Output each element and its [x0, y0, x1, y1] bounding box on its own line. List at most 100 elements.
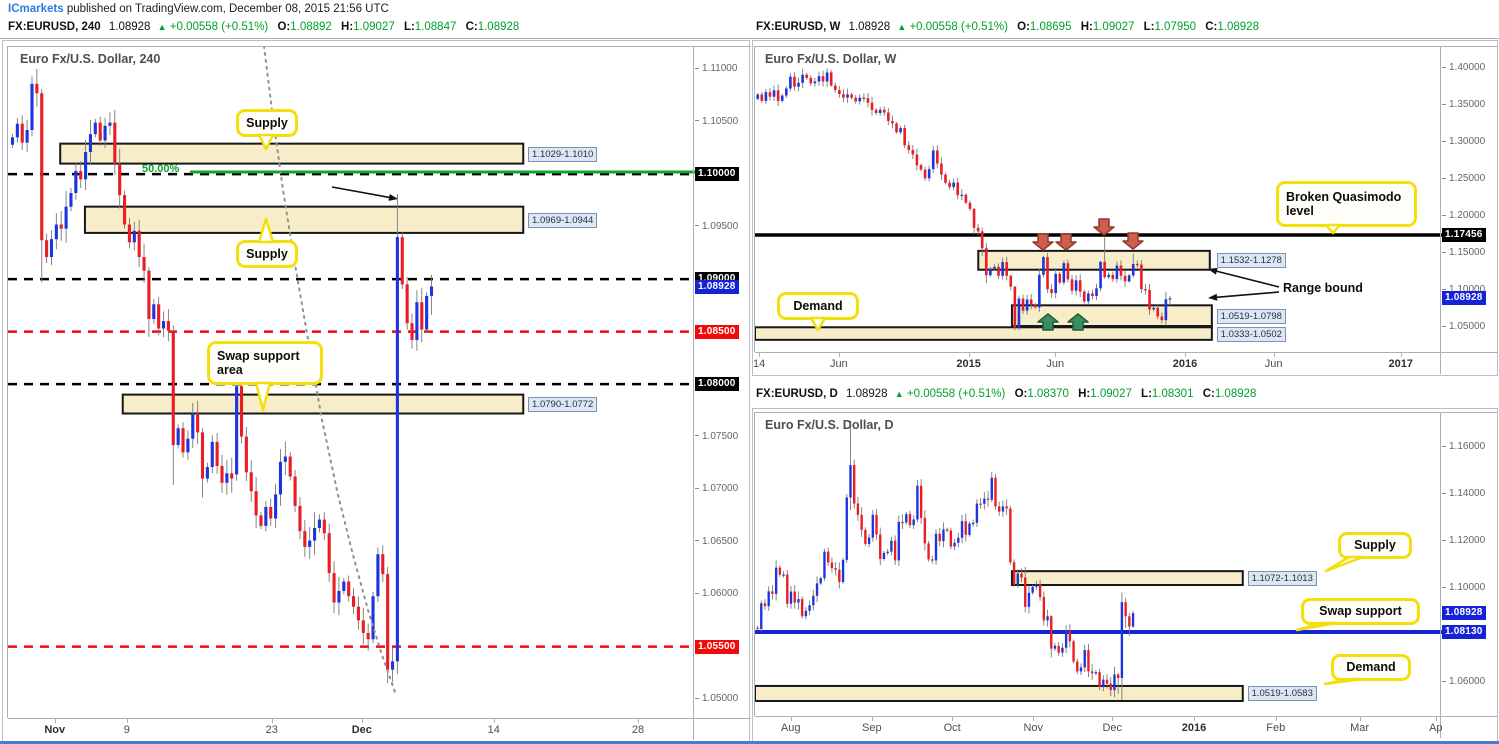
daily-low: 1.08301 — [1151, 388, 1194, 400]
h4-plot[interactable] — [8, 46, 695, 718]
time-tick-mark — [1112, 717, 1114, 721]
pointer-arrow-head — [388, 193, 398, 201]
d-time-axis[interactable] — [755, 717, 1442, 739]
candle — [875, 508, 878, 540]
candle-body — [215, 441, 219, 466]
candle — [147, 267, 151, 337]
w-time-axis[interactable] — [755, 353, 1442, 375]
candle — [908, 510, 912, 529]
candle-body — [25, 130, 29, 143]
candle-body — [834, 568, 837, 570]
callout-bubble[interactable]: Demand — [1331, 654, 1411, 681]
candle-body — [1005, 506, 1008, 509]
candle — [829, 69, 833, 87]
candle-body — [901, 521, 904, 524]
candle-body — [945, 529, 949, 531]
callout-bubble[interactable]: Swap support — [1301, 598, 1420, 625]
candle-body — [871, 514, 874, 538]
time-tick-label: Ap — [1429, 722, 1443, 734]
candle-body — [1087, 650, 1090, 672]
candle-body — [953, 542, 956, 547]
candle-body — [771, 591, 774, 594]
candle-body — [890, 540, 893, 552]
price-tick: 1.05000 — [1442, 321, 1485, 333]
candle-body — [994, 477, 997, 507]
d-price-scale[interactable] — [1441, 412, 1499, 716]
callout-bubble[interactable]: Supply — [1338, 532, 1412, 559]
candle — [800, 596, 804, 619]
candle-body — [1016, 573, 1019, 585]
up-triangle-icon: ▲ — [897, 22, 907, 32]
candle-body — [1054, 273, 1057, 294]
candle — [756, 93, 760, 101]
candle — [118, 148, 122, 209]
daily-ohlc-header: FX:EURUSD, D 1.08928 ▲ +0.00558 (+0.51%)… — [756, 388, 1256, 400]
time-tick-label: 14 — [752, 358, 766, 370]
candle-body — [274, 494, 278, 519]
candle — [322, 512, 326, 540]
candle-body — [879, 534, 882, 559]
candle-body — [283, 456, 287, 462]
candle-body — [1057, 645, 1060, 653]
candle — [191, 403, 195, 449]
candle — [1099, 260, 1102, 292]
candle — [1148, 283, 1151, 315]
candle-body — [230, 473, 234, 479]
candle-body — [15, 123, 19, 138]
candle-body — [1050, 289, 1053, 294]
time-tick-mark — [637, 719, 639, 723]
daily-open: 1.08370 — [1027, 388, 1069, 400]
candle-body — [1144, 289, 1147, 291]
daily-high: 1.09027 — [1090, 388, 1132, 400]
candle-body — [137, 230, 141, 258]
candle-body — [797, 599, 800, 603]
candle-body — [797, 82, 800, 87]
candle-body — [235, 386, 239, 475]
candle — [1083, 644, 1086, 673]
candle-body — [800, 599, 804, 617]
candle-body — [1098, 672, 1101, 688]
weekly-change: +0.00558 (+0.51%) — [909, 21, 1008, 33]
candle-body — [1120, 602, 1124, 678]
candle-body — [964, 521, 967, 535]
candle-body — [1050, 616, 1053, 649]
candle-body — [1168, 298, 1172, 300]
callout-bubble[interactable]: Supply — [236, 109, 298, 137]
time-tick-mark — [1275, 717, 1277, 721]
up-triangle-icon: ▲ — [894, 389, 904, 399]
candle-body — [805, 74, 809, 78]
candle — [793, 72, 796, 91]
callout-bubble[interactable]: Demand — [777, 292, 859, 320]
candle — [1058, 272, 1062, 285]
candle — [767, 586, 770, 611]
candle — [949, 527, 953, 550]
candle-body — [1131, 613, 1135, 627]
candle-body — [84, 152, 88, 180]
candle — [1113, 666, 1116, 698]
candle-body — [1053, 645, 1057, 649]
candle — [1082, 289, 1086, 304]
d-plot[interactable] — [755, 412, 1442, 716]
candle — [968, 200, 972, 211]
candle-body — [259, 515, 263, 526]
callout-bubble[interactable]: Supply — [236, 240, 298, 268]
callout-bubble[interactable]: Swap support area — [207, 341, 323, 385]
candle — [944, 172, 947, 185]
candle-body — [181, 428, 185, 453]
w-price-scale[interactable] — [1441, 46, 1499, 352]
candle — [927, 165, 931, 182]
weekly-low: 1.07950 — [1154, 21, 1197, 33]
callout-bubble[interactable]: Broken Quasimodo level — [1276, 181, 1417, 227]
candle-body — [891, 121, 894, 124]
daily-open-label: O: — [1014, 388, 1028, 400]
candle — [793, 584, 796, 609]
candle — [1087, 290, 1090, 304]
time-tick-mark — [361, 719, 363, 723]
price-tick: 1.11000 — [695, 63, 737, 75]
callout-text: area — [217, 363, 243, 377]
candle — [764, 89, 768, 104]
candle-body — [381, 554, 385, 575]
candle-body — [210, 441, 214, 468]
candle — [952, 178, 955, 191]
w-plot[interactable] — [755, 46, 1442, 352]
